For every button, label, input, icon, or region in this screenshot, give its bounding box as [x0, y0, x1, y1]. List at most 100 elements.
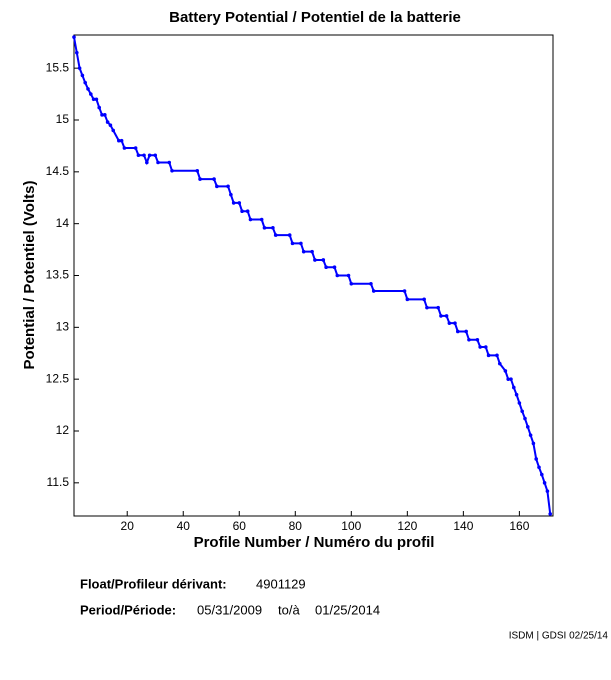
y-tick-label: 13	[56, 320, 70, 334]
data-point	[91, 97, 96, 102]
data-point	[77, 66, 82, 70]
data-point	[467, 337, 471, 342]
x-axis-label: Profile Number / Numéro du profil	[194, 534, 435, 551]
data-point	[523, 416, 527, 421]
data-point	[290, 241, 295, 246]
data-point	[75, 50, 79, 55]
data-point	[195, 168, 200, 173]
x-tick-label: 80	[289, 519, 303, 533]
y-axis-label: Potential / Potentiel (Volts)	[21, 181, 38, 370]
data-point	[153, 153, 158, 158]
data-point	[483, 345, 488, 349]
data-point	[122, 146, 127, 150]
data-point	[72, 35, 76, 39]
data-point	[80, 73, 85, 78]
data-point	[528, 433, 533, 437]
data-point	[349, 281, 354, 286]
data-point	[89, 92, 93, 96]
data-point	[405, 297, 410, 302]
y-tick-label: 11.5	[47, 475, 70, 489]
data-point	[455, 329, 460, 334]
data-point	[332, 265, 337, 270]
data-point	[245, 209, 250, 214]
data-point	[94, 97, 99, 102]
credit: ISDM | GDSI 02/25/14	[509, 631, 609, 642]
data-point	[271, 226, 275, 230]
y-tick-label: 15.5	[46, 60, 70, 74]
data-point	[170, 168, 174, 173]
data-point	[145, 160, 149, 165]
data-point	[545, 489, 550, 493]
data-point	[226, 184, 230, 189]
y-tick-label: 12	[56, 423, 70, 437]
data-point	[83, 80, 88, 85]
float-id: 4901129	[256, 576, 306, 591]
data-point	[506, 377, 510, 381]
data-point	[301, 249, 306, 254]
x-tick-label: 60	[233, 519, 247, 533]
period-start: 05/31/2009	[197, 602, 262, 617]
data-point	[240, 209, 244, 214]
x-tick-label: 120	[397, 519, 417, 533]
x-tick-label: 100	[341, 519, 361, 533]
data-point	[237, 201, 242, 205]
data-point	[231, 201, 236, 205]
y-tick-label: 14.5	[46, 164, 70, 178]
y-tick-label: 13.5	[46, 268, 70, 282]
data-point	[537, 465, 541, 470]
x-tick-label: 20	[121, 519, 135, 533]
data-point	[447, 321, 452, 325]
data-point	[229, 192, 233, 197]
data-point	[422, 297, 426, 302]
data-point	[119, 138, 124, 143]
data-point	[86, 87, 90, 91]
data-point	[117, 138, 121, 143]
data-point	[503, 369, 508, 373]
data-point	[369, 281, 373, 286]
data-point	[215, 184, 219, 189]
plot-frame	[73, 34, 554, 517]
data-point	[136, 153, 141, 158]
data-point	[324, 265, 328, 270]
data-point	[147, 153, 152, 158]
data-point	[542, 481, 547, 485]
data-point	[198, 177, 202, 181]
data-point	[299, 241, 303, 246]
data-point	[495, 353, 499, 358]
data-line	[73, 36, 552, 515]
data-point	[142, 153, 146, 158]
data-point	[439, 314, 443, 318]
data-point	[486, 353, 491, 358]
data-point	[436, 305, 440, 310]
data-point	[548, 512, 552, 516]
data-point	[514, 392, 519, 397]
data-point	[335, 273, 340, 278]
data-point	[248, 217, 253, 222]
y-tick-label: 15	[56, 112, 70, 126]
float-label: Float/Profileur dérivant:	[80, 576, 227, 591]
data-point	[346, 273, 351, 278]
data-point	[539, 472, 544, 477]
data-point	[511, 385, 516, 390]
data-point	[517, 401, 522, 405]
data-point	[475, 337, 480, 342]
x-tick-label: 40	[177, 519, 191, 533]
x-tick-label: 140	[453, 519, 473, 533]
data-point	[310, 249, 314, 254]
data-point	[509, 377, 513, 381]
data-point	[133, 146, 138, 150]
data-point	[497, 361, 502, 366]
period-end: 01/25/2014	[315, 602, 380, 617]
data-point	[478, 345, 482, 349]
data-point	[100, 113, 104, 117]
data-point	[534, 457, 538, 461]
data-point	[111, 128, 116, 133]
data-point	[156, 160, 160, 165]
data-point	[167, 160, 172, 165]
chart-title: Battery Potential / Potentiel de la batt…	[169, 9, 461, 26]
data-point	[287, 233, 292, 237]
data-point	[520, 409, 524, 414]
data-point	[313, 258, 317, 262]
data-point	[262, 226, 267, 230]
